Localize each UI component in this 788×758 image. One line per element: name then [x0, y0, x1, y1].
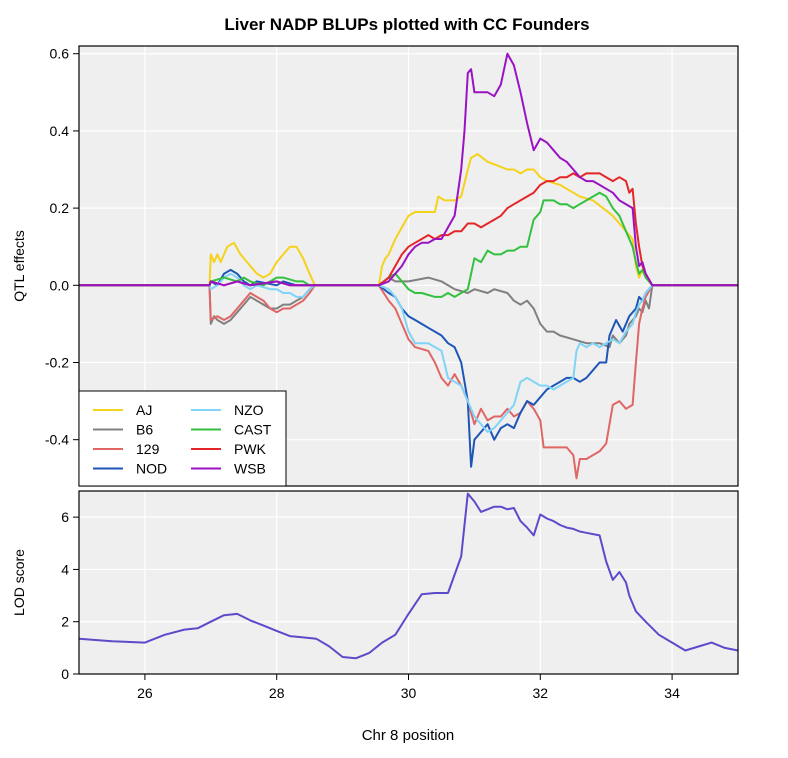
chart-title: Liver NADP BLUPs plotted with CC Founder…	[224, 15, 589, 34]
x-tick-label: 26	[137, 685, 153, 701]
qtl-series-wsb	[79, 52, 738, 287]
x-tick-label: 30	[401, 685, 417, 701]
legend-label-nzo: NZO	[234, 402, 264, 418]
qtl-series-129	[79, 284, 738, 480]
x-tick-label: 32	[533, 685, 549, 701]
qtl-y-tick-label: -0.4	[45, 432, 69, 448]
qtl-y-tick-label: -0.2	[45, 354, 69, 370]
lod-y-axis-label: LOD score	[11, 549, 27, 616]
lod-y-tick-label: 4	[61, 561, 69, 577]
qtl-series-cast	[79, 191, 738, 298]
qtl-y-tick-label: 0.6	[50, 46, 70, 62]
qtl-y-tick-label: 0.2	[50, 200, 70, 216]
qtl-series-aj	[79, 153, 738, 287]
qtl-series-nzo	[79, 272, 738, 433]
lod-series-lod	[78, 492, 739, 660]
legend-label-wsb: WSB	[234, 461, 266, 477]
x-axis-label: Chr 8 position	[362, 727, 455, 744]
legend-label-pwk: PWK	[234, 441, 267, 457]
x-tick-label: 34	[664, 685, 680, 701]
lod-panel: 0 2 4 6 LOD score 26 28 30 32 34	[11, 490, 739, 701]
legend-box	[78, 390, 287, 487]
qtl-series-nod	[79, 268, 738, 468]
qtl-plot-border	[78, 45, 739, 487]
legend-label-b6: B6	[136, 422, 153, 438]
qtl-y-axis-label: QTL effects	[11, 230, 27, 302]
legend-label-cast: CAST	[234, 422, 272, 438]
legend: AJ B6 129 NOD NZO CAST PWK WSB	[78, 390, 287, 487]
qtl-panel: -0.4 -0.2 0.0 0.2 0.4 0.6 QTL effects AJ B6 129 NO…	[11, 45, 739, 487]
qtl-y-tick-label: 0.0	[50, 277, 70, 293]
legend-label-nod: NOD	[136, 461, 167, 477]
x-tick-label: 28	[269, 685, 285, 701]
legend-label-aj: AJ	[136, 402, 152, 418]
lod-y-tick-label: 0	[61, 666, 69, 682]
lod-y-tick-label: 6	[61, 509, 69, 525]
legend-label-129: 129	[136, 441, 160, 457]
lod-y-tick-label: 2	[61, 614, 69, 630]
qtl-y-tick-label: 0.4	[50, 123, 70, 139]
